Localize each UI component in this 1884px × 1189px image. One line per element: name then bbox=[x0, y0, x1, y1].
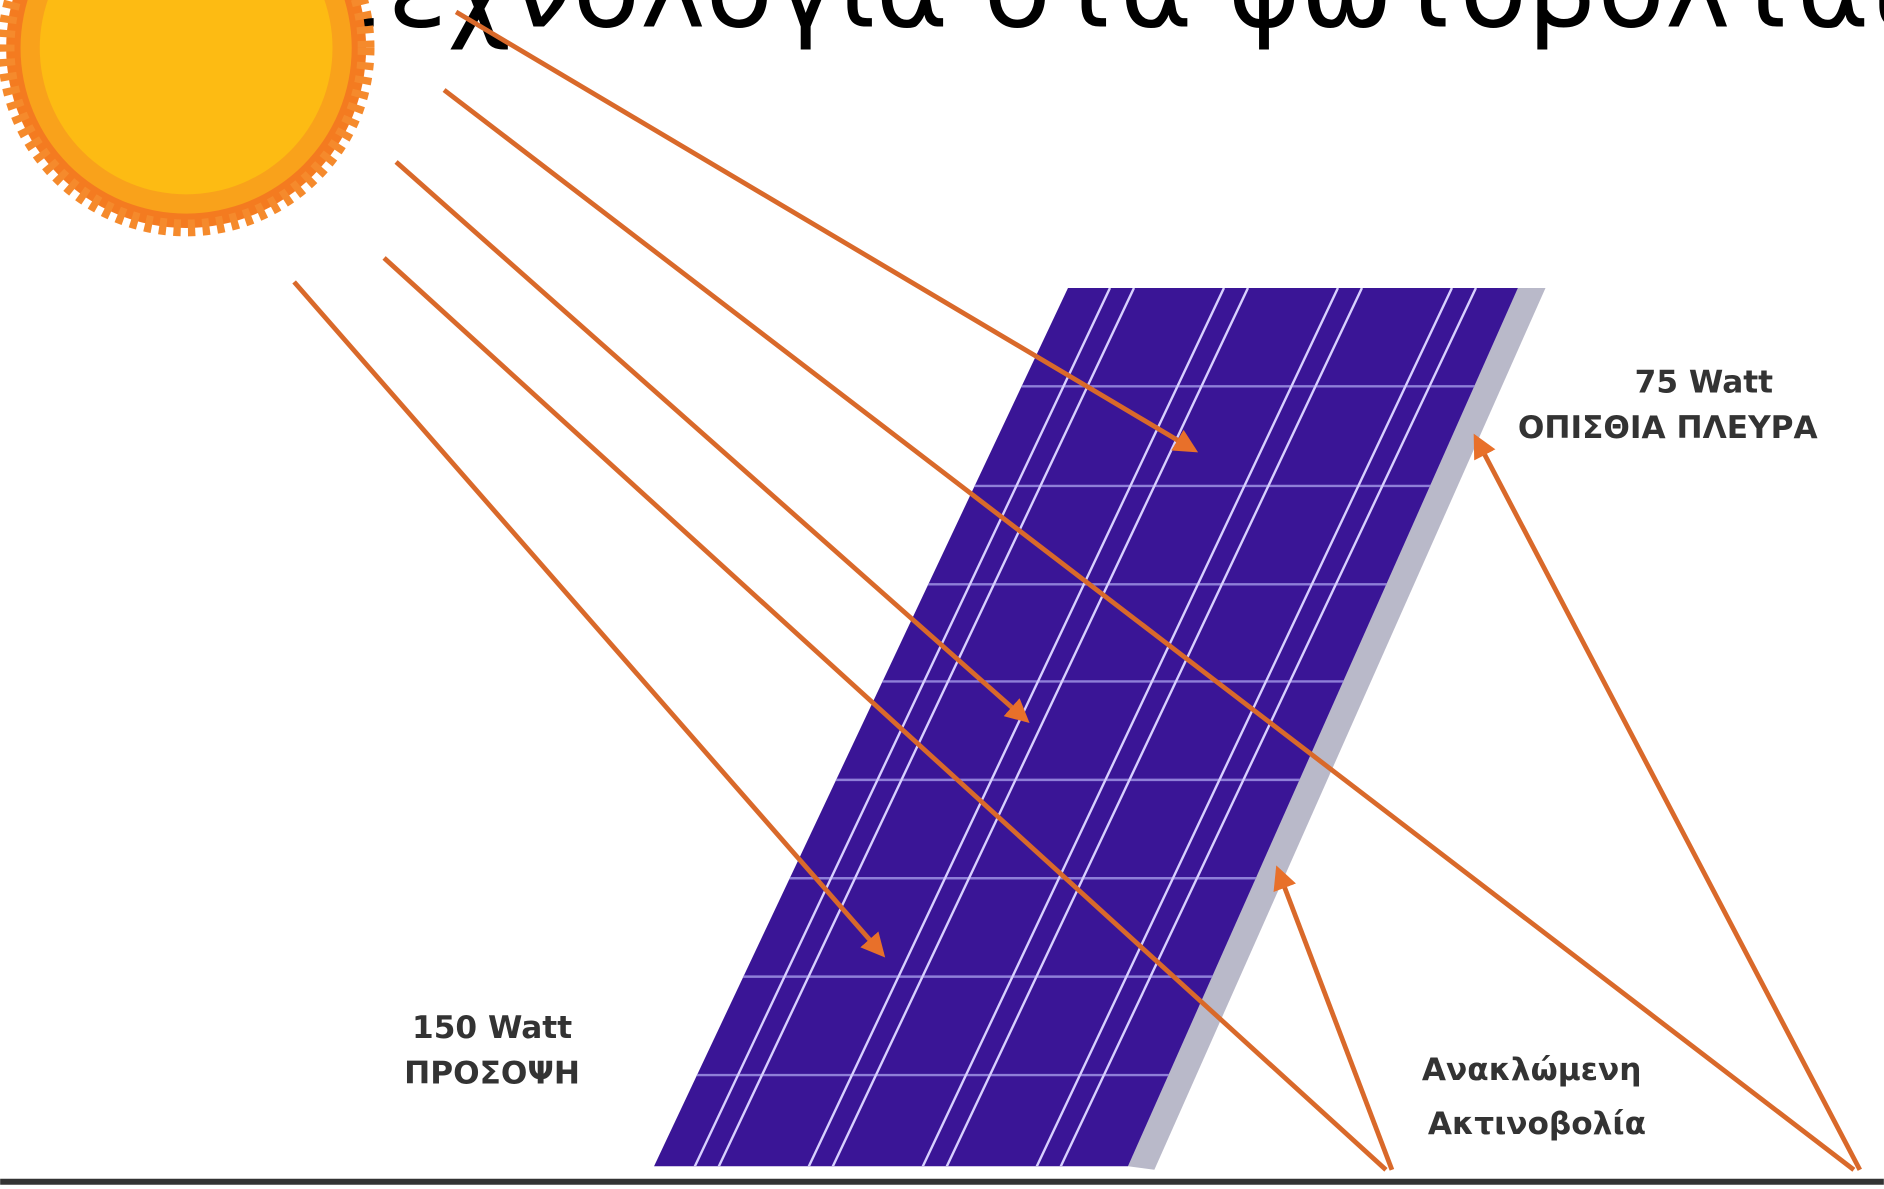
sun bbox=[0, 0, 375, 237]
front-side: ΠΡΟΣΟΨΗ bbox=[404, 1055, 580, 1091]
grid-line bbox=[713, 287, 1136, 1167]
grid-line bbox=[689, 287, 1112, 1167]
title: με τεχνολογία στα φωτοβολταϊκά bbox=[156, 0, 1884, 53]
grid-line bbox=[1055, 287, 1477, 1167]
back-side: ΟΠΙΣΘΙΑ ΠΛΕΥΡΑ bbox=[1518, 410, 1818, 446]
reflected-1: Ανακλώμενη bbox=[1422, 1052, 1642, 1088]
back-power: 75 Watt bbox=[1635, 364, 1774, 400]
panel-frame bbox=[1127, 287, 1546, 1170]
solar-panel bbox=[654, 287, 1518, 1167]
rays bbox=[292, 9, 1862, 1172]
grid-line bbox=[803, 287, 1226, 1167]
grid-line bbox=[1031, 287, 1453, 1167]
reflected-2: Ακτινοβολία bbox=[1428, 1106, 1646, 1142]
grid-line bbox=[941, 287, 1364, 1167]
grid-line bbox=[917, 287, 1340, 1167]
front-power: 150 Watt bbox=[412, 1010, 572, 1046]
